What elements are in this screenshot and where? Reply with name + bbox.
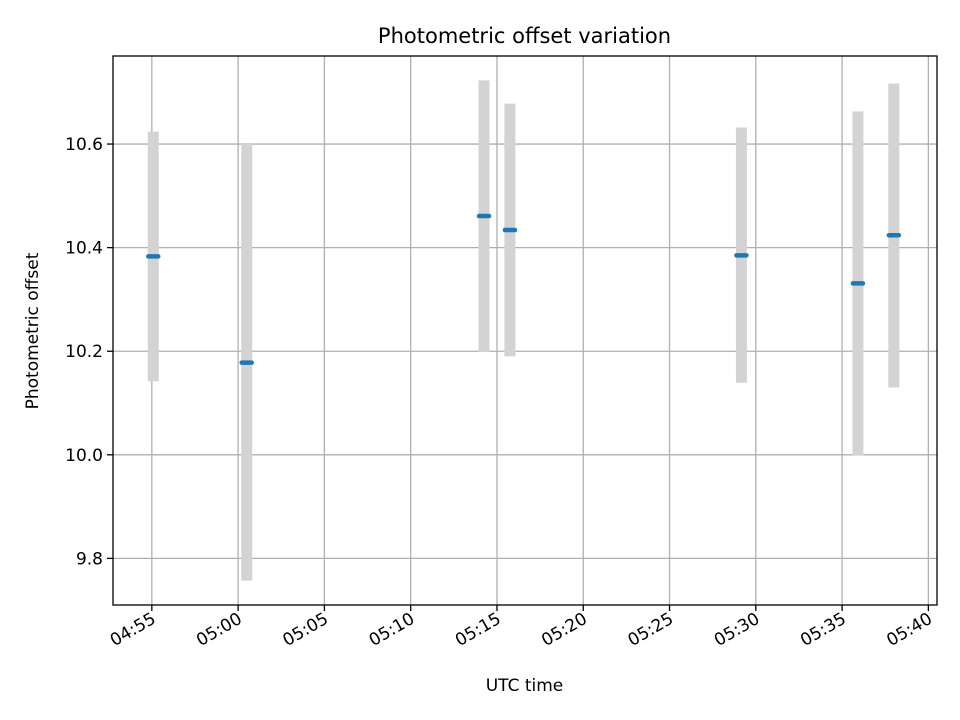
grid — [113, 56, 937, 605]
y-axis-label: Photometric offset — [23, 252, 43, 409]
plot-area-frame — [112, 55, 938, 606]
x-axis-label: UTC time — [486, 676, 564, 696]
y-tick-label: 9.8 — [76, 549, 103, 569]
y-axis-ticks: 9.8 10.0 10.2 10.4 10.6 — [65, 135, 113, 569]
y-tick-label: 10.0 — [65, 446, 103, 466]
chart-title: Photometric offset variation — [378, 24, 671, 48]
y-tick-label: 10.4 — [65, 239, 103, 259]
y-tick-label: 10.2 — [65, 342, 103, 362]
y-tick-label: 10.6 — [65, 135, 103, 155]
data-markers — [146, 213, 902, 365]
